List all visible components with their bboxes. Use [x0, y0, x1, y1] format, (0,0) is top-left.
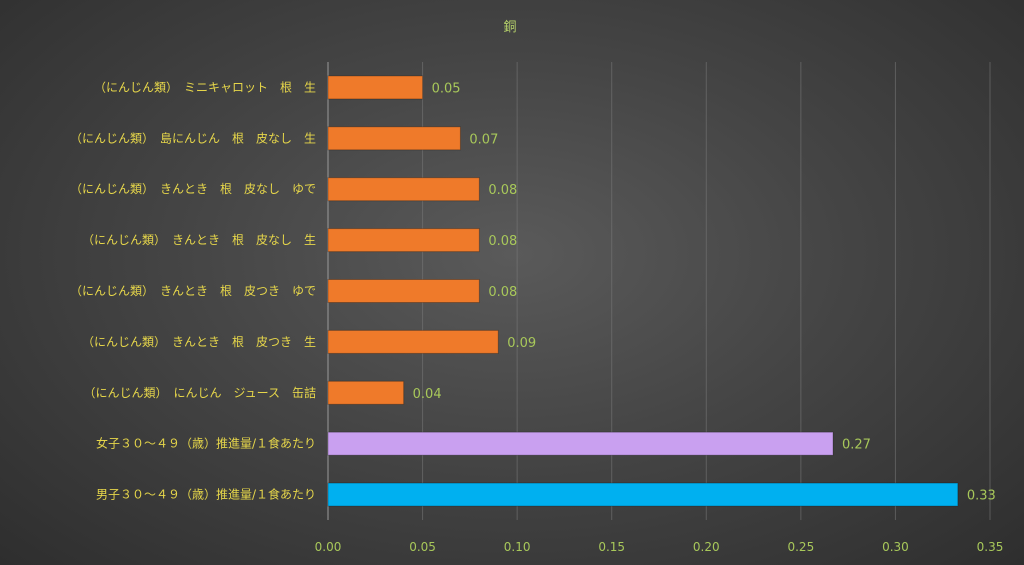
bar — [327, 431, 834, 456]
x-tick-label: 0.35 — [977, 540, 1004, 554]
data-label: 0.27 — [842, 438, 871, 453]
data-label: 0.04 — [413, 387, 442, 402]
category-label: 男子３０～４９（歳）推進量/１食あたり — [96, 487, 316, 502]
category-label: （にんじん類） 島にんじん 根 皮なし 生 — [70, 130, 316, 145]
data-label: 0.05 — [432, 81, 461, 96]
gridlines — [327, 62, 991, 520]
data-labels: 0.05 0.07 0.08 0.08 0.08 0.09 0.04 0.27 0.33 — [413, 81, 996, 503]
data-label: 0.08 — [488, 234, 517, 249]
chart-title: 銅 — [503, 20, 516, 35]
x-tick-label: 0.30 — [882, 540, 909, 554]
data-label: 0.09 — [507, 336, 536, 351]
x-axis-ticks: 0.00 0.05 0.10 0.15 0.20 0.25 0.30 0.35 — [315, 540, 1004, 554]
data-label: 0.07 — [469, 132, 498, 147]
category-label: （にんじん類） きんとき 根 皮つき ゆで — [70, 284, 316, 298]
bar — [327, 177, 480, 202]
bars — [327, 75, 959, 507]
bar — [327, 279, 480, 303]
category-labels: （にんじん類） ミニキャロット 根 生 （にんじん類） 島にんじん 根 皮なし 生… — [70, 80, 316, 501]
data-label: 0.08 — [488, 183, 517, 198]
bar — [327, 482, 959, 507]
category-label: 女子３０～４９（歳）推進量/１食あたり — [96, 436, 316, 451]
data-label: 0.08 — [488, 285, 517, 300]
bar — [327, 126, 461, 151]
bar — [327, 75, 424, 100]
x-tick-label: 0.05 — [409, 540, 436, 554]
category-label: （にんじん類） きんとき 根 皮なし ゆで — [70, 182, 316, 196]
category-label: （にんじん類） ミニキャロット 根 生 — [94, 80, 316, 94]
bar — [327, 329, 499, 354]
category-label: （にんじん類） にんじん ジュース 缶詰 — [83, 385, 316, 400]
x-tick-label: 0.15 — [598, 540, 625, 554]
x-tick-label: 0.10 — [504, 540, 531, 554]
category-label: （にんじん類） きんとき 根 皮なし 生 — [82, 233, 316, 247]
x-tick-label: 0.00 — [315, 540, 342, 554]
x-tick-label: 0.25 — [787, 540, 814, 554]
bar — [327, 380, 405, 405]
data-label: 0.33 — [967, 489, 996, 504]
category-label: （にんじん類） きんとき 根 皮つき 生 — [82, 335, 316, 349]
bar — [327, 228, 480, 253]
x-tick-label: 0.20 — [693, 540, 720, 554]
